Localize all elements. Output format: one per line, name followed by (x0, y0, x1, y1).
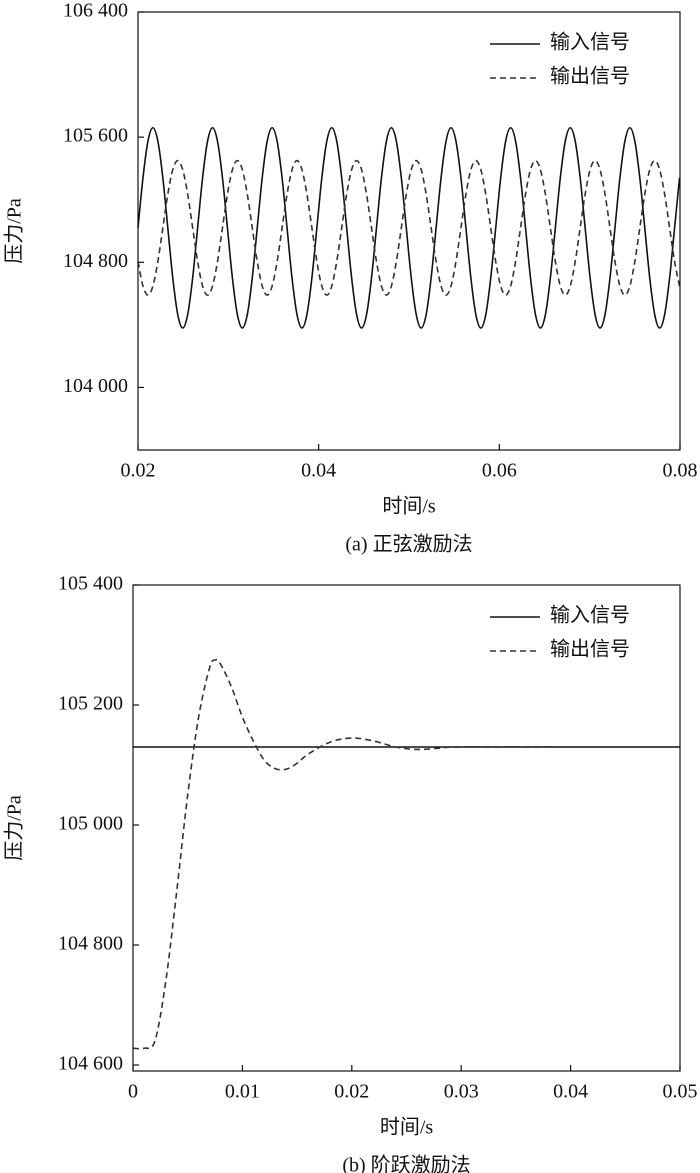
caption: (b) 阶跃激励法 (342, 1154, 470, 1173)
legend-label: 输入信号 (550, 604, 630, 627)
x-axis-label: 时间/s (380, 1116, 434, 1139)
x-tick-label: 0.01 (225, 1081, 260, 1103)
y-tick-label: 105 600 (63, 125, 128, 147)
plot-frame (137, 11, 681, 451)
x-axis-label: 时间/s (382, 495, 436, 518)
x-tick-label: 0.08 (663, 460, 698, 482)
x-tick-label: 0.02 (121, 460, 156, 482)
plot-frame (132, 584, 681, 1072)
caption: (a) 正弦激励法 (345, 533, 472, 556)
legend-label: 输出信号 (550, 638, 630, 661)
series-line (132, 658, 680, 1050)
x-tick-label: 0.05 (663, 1081, 698, 1103)
y-tick-label: 105 200 (58, 693, 123, 715)
y-tick-label: 106 400 (63, 0, 128, 22)
y-tick-label: 104 600 (58, 1053, 123, 1075)
y-tick-label: 105 000 (58, 813, 123, 835)
legend-label: 输入信号 (550, 31, 630, 54)
legend-label: 输出信号 (550, 65, 630, 88)
x-tick-label: 0 (128, 1081, 138, 1103)
plot (132, 658, 680, 1050)
y-axis-label: 压力/Pa (3, 795, 26, 861)
x-tick-label: 0.03 (444, 1081, 479, 1103)
series-line (137, 126, 681, 329)
x-tick-label: 0.04 (301, 460, 336, 482)
y-tick-label: 104 800 (63, 250, 128, 272)
x-tick-label: 0.02 (334, 1081, 369, 1103)
series-line (137, 159, 681, 296)
x-tick-label: 0.06 (482, 460, 517, 482)
y-tick-label: 104 800 (58, 933, 123, 955)
y-axis-label: 压力/Pa (3, 198, 26, 264)
x-tick-label: 0.04 (553, 1081, 588, 1103)
y-tick-label: 104 000 (63, 375, 128, 397)
plot (137, 126, 681, 329)
y-tick-label: 105 400 (58, 573, 123, 595)
